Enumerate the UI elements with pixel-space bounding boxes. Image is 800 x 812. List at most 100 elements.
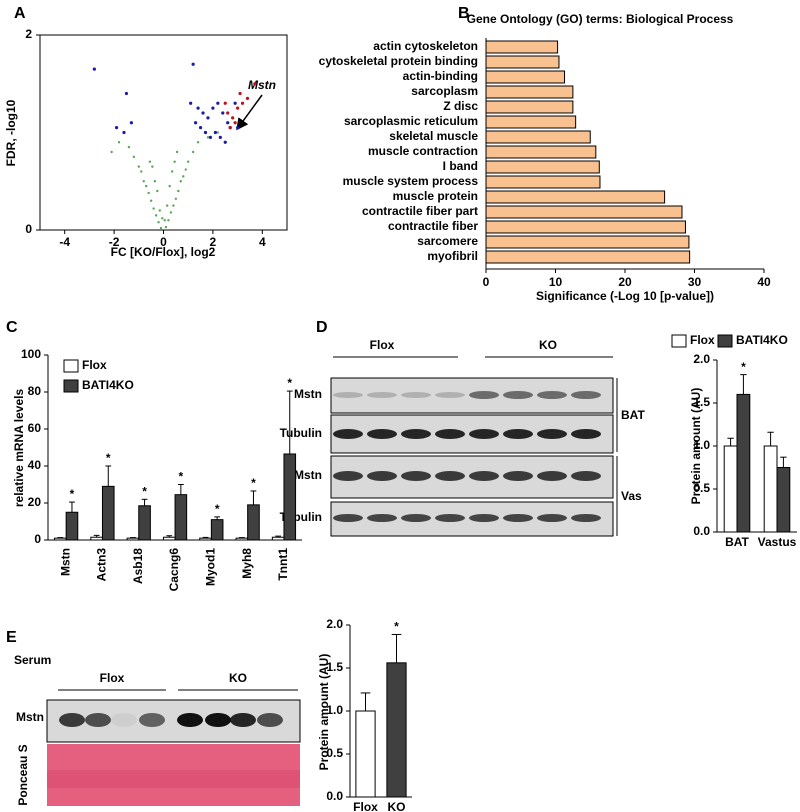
panel-label: A: [14, 5, 26, 22]
category-label: skeletal muscle: [389, 129, 478, 143]
y-tick-label: 0.0: [326, 789, 343, 803]
bar: [776, 467, 791, 533]
panel-label: C: [6, 319, 18, 336]
point: [167, 219, 170, 222]
point: [147, 191, 150, 195]
blot-band: [333, 514, 363, 522]
point: [129, 121, 133, 125]
blot-band: [401, 392, 431, 398]
point: [122, 130, 126, 135]
y-tick-label: 0: [34, 532, 41, 546]
bar: [485, 250, 691, 264]
bar: [271, 536, 285, 541]
bar: [54, 537, 67, 541]
y-tick-label: 0.0: [693, 524, 710, 538]
y-tick-label: 0.5: [326, 746, 343, 760]
blot-band: [435, 471, 465, 481]
point: [148, 160, 152, 163]
bar: [736, 393, 751, 533]
blot-band: [503, 429, 533, 439]
y-tick-label: 40: [28, 458, 42, 472]
blot-band: [503, 391, 533, 399]
bar: [485, 175, 601, 189]
point: [117, 141, 121, 144]
significance-marker: *: [741, 360, 746, 374]
point: [189, 101, 193, 105]
legend-label: Flox: [690, 333, 715, 347]
blot-band: [401, 429, 431, 439]
point: [233, 101, 237, 105]
blot-group: Flox: [370, 338, 395, 352]
category-label: sarcoplasmic reticulum: [344, 114, 478, 128]
bar: [138, 505, 151, 541]
significance-marker: *: [287, 376, 292, 390]
point: [240, 101, 245, 105]
tissue-label: BAT: [621, 408, 645, 422]
annotation-arrow: [236, 94, 263, 131]
bar: [485, 205, 683, 219]
x-tick-label: Tnnt1: [276, 548, 290, 581]
point: [228, 126, 232, 130]
bar: [485, 40, 559, 54]
blot-band: [503, 514, 533, 522]
category-label: sarcomere: [417, 234, 478, 248]
blot-band: [571, 514, 601, 522]
bar: [386, 662, 407, 798]
point: [236, 106, 240, 110]
sample-label: Serum: [14, 653, 51, 667]
point: [206, 136, 210, 139]
point: [198, 126, 203, 130]
point: [124, 91, 129, 96]
point: [206, 116, 210, 120]
y-tick-label: 1.0: [326, 703, 343, 717]
point: [127, 145, 131, 149]
category-label: I band: [443, 159, 478, 173]
y-tick-label: 20: [28, 495, 42, 509]
point: [157, 221, 160, 224]
bar: [485, 220, 686, 234]
significance-marker: *: [142, 484, 147, 498]
point: [208, 135, 213, 139]
y-axis-label: relative mRNA levels: [12, 389, 26, 508]
y-tick-label: 60: [28, 421, 42, 435]
point: [151, 165, 154, 168]
blot-band: [435, 429, 465, 439]
bar: [485, 100, 574, 114]
panel-label: E: [6, 629, 17, 646]
blot-group: KO: [539, 338, 557, 352]
x-tick-label: Flox: [353, 800, 378, 812]
point: [166, 204, 169, 207]
blot-band: [537, 514, 567, 522]
blot-band: [257, 713, 283, 727]
x-tick-label: BAT: [725, 535, 749, 549]
significance-marker: *: [394, 620, 399, 634]
legend-swatch: [63, 359, 79, 373]
category-label: contractile fiber: [388, 219, 478, 233]
point: [231, 116, 235, 120]
point: [175, 150, 179, 154]
point: [154, 214, 158, 217]
x-tick-label: Myod1: [204, 548, 218, 586]
x-tick-label: 20: [618, 275, 632, 289]
x-tick-label: 10: [549, 275, 563, 289]
point: [191, 150, 195, 154]
point: [253, 82, 257, 86]
bar: [355, 710, 376, 798]
bar: [210, 519, 224, 541]
point: [245, 96, 250, 100]
bar: [162, 536, 176, 541]
blot-band: [469, 429, 499, 439]
y-tick-label: 2.0: [326, 617, 343, 631]
blot-band: [435, 392, 465, 398]
point: [179, 180, 182, 183]
point: [142, 180, 145, 183]
legend-label: BATI4KO: [82, 378, 134, 392]
category-label: cytoskeletal protein binding: [319, 54, 478, 68]
y-tick-label: 0.5: [693, 481, 710, 495]
point: [158, 209, 161, 212]
point: [137, 165, 140, 168]
bar: [126, 537, 140, 541]
point: [173, 160, 176, 163]
x-tick-label: 2: [210, 235, 217, 249]
